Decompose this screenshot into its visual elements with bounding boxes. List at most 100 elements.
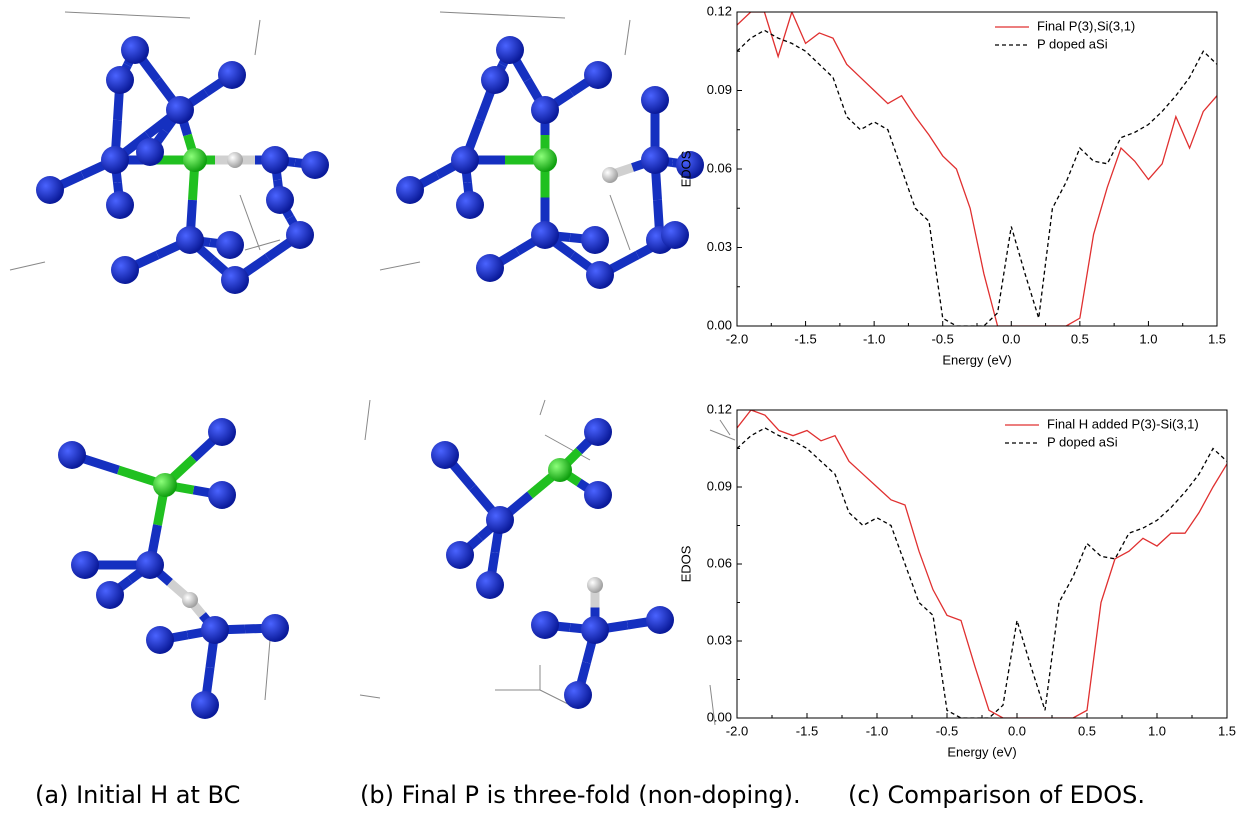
- atom: [121, 36, 149, 64]
- cell-edge: [719, 419, 731, 436]
- atom: [564, 681, 592, 709]
- atom: [58, 441, 86, 469]
- atom: [584, 481, 612, 509]
- atom: [641, 86, 669, 114]
- x-tick-label: -1.5: [796, 723, 818, 738]
- atom: [266, 186, 294, 214]
- atom: [584, 61, 612, 89]
- atom: [106, 66, 134, 94]
- y-tick-label: 0.03: [707, 239, 732, 254]
- series-line: [737, 427, 1227, 718]
- atom: [533, 148, 557, 172]
- y-tick-label: 0.09: [707, 478, 732, 493]
- x-tick-label: 1.5: [1218, 723, 1236, 738]
- y-tick-label: 0.09: [707, 82, 732, 97]
- cell-edge: [254, 19, 261, 56]
- atom: [586, 261, 614, 289]
- cell-edge: [239, 194, 261, 251]
- atom: [216, 231, 244, 259]
- atom: [581, 226, 609, 254]
- atom: [136, 551, 164, 579]
- atom: [584, 418, 612, 446]
- series-line: [737, 410, 1227, 718]
- atom: [587, 577, 603, 593]
- x-tick-label: 1.0: [1139, 331, 1157, 346]
- cell-edge: [364, 399, 371, 441]
- atom: [176, 226, 204, 254]
- atom: [456, 191, 484, 219]
- atom: [531, 611, 559, 639]
- legend-label: P doped aSi: [1047, 434, 1118, 449]
- x-tick-label: 1.5: [1208, 331, 1226, 346]
- cell-edge: [439, 11, 566, 19]
- y-axis-label: EDOS: [678, 150, 693, 187]
- cell-edge: [624, 19, 631, 56]
- atom: [646, 606, 674, 634]
- caption: (b) Final P is three-fold (non-doping).: [360, 781, 801, 809]
- atom: [182, 592, 198, 608]
- molecule-structures: [9, 11, 736, 726]
- x-tick-label: -2.0: [726, 723, 748, 738]
- cell-edge: [244, 239, 281, 251]
- series-line: [737, 29, 1217, 326]
- x-tick-label: -0.5: [932, 331, 954, 346]
- cell-edge: [709, 429, 736, 441]
- atom: [208, 418, 236, 446]
- x-tick-label: 0.5: [1078, 723, 1096, 738]
- cell-edge: [64, 11, 191, 19]
- atom: [101, 146, 129, 174]
- caption: (c) Comparison of EDOS.: [848, 781, 1145, 809]
- y-tick-label: 0.00: [707, 317, 732, 332]
- atom: [476, 571, 504, 599]
- caption: (a) Initial H at BC: [35, 781, 240, 809]
- atom: [208, 481, 236, 509]
- atom: [451, 146, 479, 174]
- atom: [531, 221, 559, 249]
- plot-frame: [736, 11, 1218, 327]
- cell-edge: [609, 194, 631, 251]
- cell-edge: [264, 639, 271, 701]
- x-tick-label: -1.0: [866, 723, 888, 738]
- atom: [602, 167, 618, 183]
- y-axis-label: EDOS: [678, 545, 693, 582]
- cell-edge: [544, 434, 591, 461]
- atom: [106, 191, 134, 219]
- atom: [261, 614, 289, 642]
- legend-label: Final P(3),Si(3,1): [1037, 18, 1135, 33]
- cell-edge: [9, 261, 46, 271]
- atom: [201, 616, 229, 644]
- atom: [486, 506, 514, 534]
- atom: [36, 176, 64, 204]
- atom: [191, 691, 219, 719]
- atom: [221, 266, 249, 294]
- x-tick-label: 0.0: [1008, 723, 1026, 738]
- atom: [111, 256, 139, 284]
- x-tick-label: 0.0: [1002, 331, 1020, 346]
- atom: [218, 61, 246, 89]
- x-tick-label: -1.0: [863, 331, 885, 346]
- cell-edge: [709, 684, 716, 726]
- atom: [261, 146, 289, 174]
- cell-edge: [539, 399, 546, 416]
- plot-frame: [736, 409, 1228, 719]
- atom: [581, 616, 609, 644]
- x-axis-label: Energy (eV): [947, 744, 1016, 759]
- atom: [661, 221, 689, 249]
- x-tick-label: -0.5: [936, 723, 958, 738]
- cell-edge: [539, 689, 571, 706]
- atom: [183, 148, 207, 172]
- atom: [676, 151, 704, 179]
- x-tick-label: -1.5: [794, 331, 816, 346]
- cell-edge: [379, 261, 421, 271]
- atom: [431, 441, 459, 469]
- series-line: [737, 12, 1217, 326]
- y-tick-label: 0.00: [707, 709, 732, 724]
- atom: [531, 96, 559, 124]
- y-tick-label: 0.12: [707, 401, 732, 416]
- y-tick-label: 0.12: [707, 3, 732, 18]
- atom: [166, 96, 194, 124]
- atom: [153, 473, 177, 497]
- atom: [301, 151, 329, 179]
- atom: [476, 254, 504, 282]
- cell-edge: [359, 694, 381, 699]
